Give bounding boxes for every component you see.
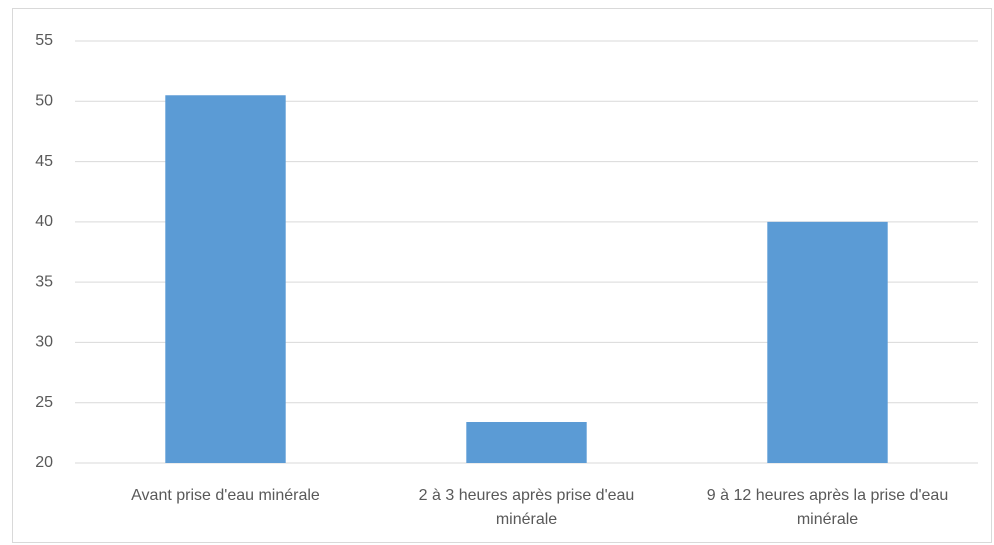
y-tick-label: 25 [35, 394, 53, 411]
y-tick-label: 45 [35, 153, 53, 170]
x-tick-label: 2 à 3 heures après prise d'eau minérale [418, 487, 635, 528]
x-tick-label: 9 à 12 heures après la prise d'eau minér… [706, 487, 949, 528]
y-tick-label: 50 [35, 93, 53, 110]
chart-border [12, 8, 992, 543]
y-tick-label: 35 [35, 273, 53, 290]
y-tick-label: 40 [35, 213, 53, 230]
y-tick-label: 20 [35, 454, 53, 471]
x-tick-label: Avant prise d'eau minérale [131, 487, 320, 504]
bar [767, 221, 888, 463]
bar [165, 95, 286, 463]
y-tick-label: 55 [35, 32, 53, 49]
y-tick-label: 30 [35, 334, 53, 351]
bar [466, 422, 587, 463]
